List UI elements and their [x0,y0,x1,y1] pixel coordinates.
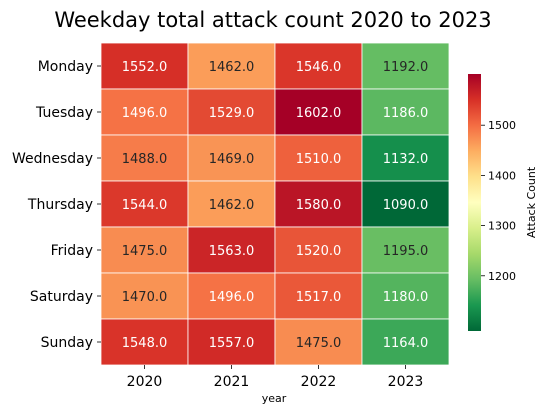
y-tick-label: Sunday [41,335,93,351]
cell-value-label: 1552.0 [122,60,168,75]
cell-value-label: 1462.0 [209,198,255,213]
colorbar-gradient [468,74,481,331]
colorbar: 1200 1300 1400 1500 Attack Count [468,74,538,331]
cell-value-label: 1580.0 [296,198,342,213]
heatmap-cell [100,272,189,320]
cell-value-label: 1548.0 [122,336,168,351]
cell-value-label: 1546.0 [296,60,342,75]
heatmap-cell [100,180,189,228]
heatmap-cell [361,226,450,274]
y-tick-label: Wednesday [12,151,93,167]
heatmap-cell [274,272,363,320]
cell-value-label: 1529.0 [209,106,255,121]
heatmap-cell [187,226,276,274]
chart-title: Weekday total attack count 2020 to 2023 [54,8,491,32]
cell-value-label: 1132.0 [383,152,429,167]
heatmap-cell [187,134,276,182]
y-tick-label: Saturday [30,289,93,305]
x-axis-label: year [262,392,287,405]
colorbar-tick-label: 1400 [488,169,516,182]
x-tick-label: 2023 [388,374,424,390]
y-tick-label: Friday [51,243,93,259]
x-tick-label: 2021 [214,374,250,390]
heatmap-cells: 1552.0 1462.0 1546.0 1192.0 1496.0 1529.0 1602… [100,42,450,366]
cell-value-label: 1517.0 [296,290,342,305]
cell-value-label: 1470.0 [122,290,168,305]
cell-value-label: 1180.0 [383,290,429,305]
colorbar-tick-label: 1300 [488,220,516,233]
cell-value-label: 1510.0 [296,152,342,167]
heatmap-cell [361,318,450,366]
cell-value-label: 1496.0 [209,290,255,305]
x-axis-ticks: 2020 2021 2022 2023 [127,365,424,390]
heatmap-cell [187,272,276,320]
x-tick-label: 2022 [301,374,337,390]
cell-value-label: 1475.0 [296,336,342,351]
heatmap-cell [100,88,189,136]
colorbar-label: Attack Count [525,166,538,238]
heatmap-cell [361,134,450,182]
heatmap-cell [274,226,363,274]
cell-value-label: 1195.0 [383,244,429,259]
cell-value-label: 1192.0 [383,60,429,75]
cell-value-label: 1469.0 [209,152,255,167]
cell-value-label: 1520.0 [296,244,342,259]
y-tick-label: Thursday [27,197,93,213]
cell-value-label: 1164.0 [383,336,429,351]
cell-value-label: 1496.0 [122,106,168,121]
cell-value-label: 1557.0 [209,336,255,351]
heatmap-cell [100,42,189,90]
heatmap-cell [274,42,363,90]
heatmap-cell [187,88,276,136]
cell-value-label: 1602.0 [296,106,342,121]
y-tick-label: Monday [38,59,93,75]
cell-value-label: 1563.0 [209,244,255,259]
heatmap-cell [274,318,363,366]
cell-value-label: 1544.0 [122,198,168,213]
heatmap-cell [361,42,450,90]
cell-value-label: 1488.0 [122,152,168,167]
heatmap-cell [187,42,276,90]
heatmap-cell [361,272,450,320]
colorbar-tick-label: 1500 [488,119,516,132]
cell-value-label: 1462.0 [209,60,255,75]
heatmap-cell [361,180,450,228]
y-axis-ticks: Monday Tuesday Wednesday Thursday Friday Satu… [12,59,101,351]
y-tick-label: Tuesday [35,105,93,121]
colorbar-tick-label: 1200 [488,270,516,283]
x-tick-label: 2020 [127,374,163,390]
cell-value-label: 1475.0 [122,244,168,259]
heatmap-cell [187,180,276,228]
heatmap-cell [361,88,450,136]
cell-value-label: 1186.0 [383,106,429,121]
heatmap-cell [100,318,189,366]
cell-value-label: 1090.0 [383,198,429,213]
